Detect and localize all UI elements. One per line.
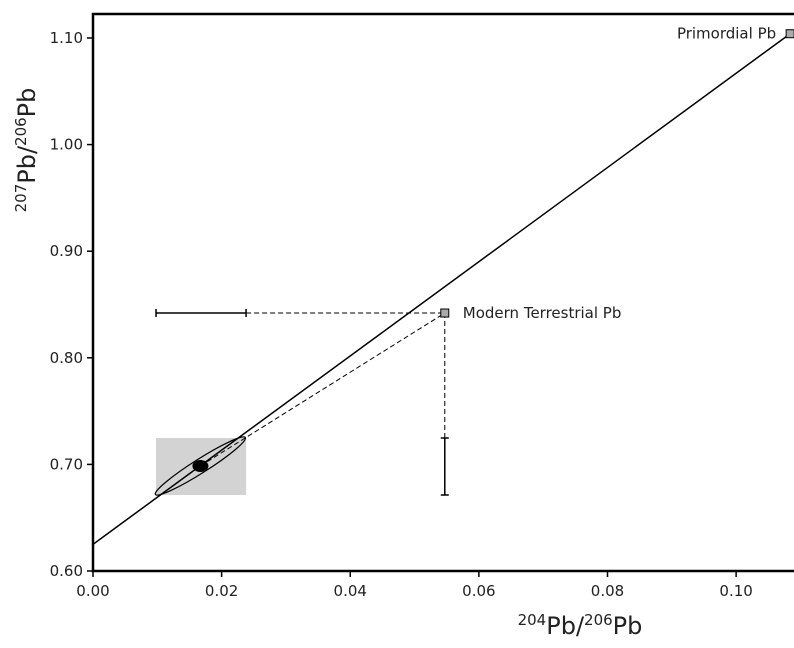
sup: 206	[12, 117, 30, 146]
x-tick-label: 0.04	[334, 582, 367, 600]
y-tick-label: 0.60	[50, 562, 83, 580]
x-tick-label: 0.10	[719, 582, 752, 600]
y-tick-label: 0.80	[50, 349, 83, 367]
sup: 204	[518, 611, 547, 629]
y-error-bar	[440, 437, 449, 496]
point-label: Primordial Pb	[677, 25, 776, 43]
x-axis-title: 204Pb/206Pb	[518, 611, 643, 640]
error-ellipse	[154, 436, 247, 496]
text: Pb	[613, 612, 643, 640]
x-tick-label: 0.02	[205, 582, 238, 600]
sample-point	[192, 459, 209, 472]
point	[785, 29, 794, 39]
sup: 207	[12, 184, 30, 213]
x-error-bar	[155, 309, 247, 318]
y-tick-label: 0.70	[50, 455, 83, 473]
dashed-guide	[200, 312, 446, 467]
y-axis-title: 207Pb/206Pb	[12, 88, 41, 213]
isochron-line	[92, 33, 791, 545]
sup: 206	[584, 611, 613, 629]
y-tick-label: 1.10	[50, 29, 83, 47]
x-tick-label: 0.00	[76, 582, 109, 600]
y-tick-label: 0.90	[50, 242, 83, 260]
text: Pb	[13, 88, 41, 118]
text: Pb/	[13, 145, 41, 184]
x-tick-label: 0.08	[591, 582, 624, 600]
text: Pb/	[546, 612, 585, 640]
x-tick-label: 0.06	[462, 582, 495, 600]
point	[440, 308, 450, 318]
plot-frame	[91, 12, 794, 573]
y-tick-label: 1.00	[50, 136, 83, 154]
point-label: Modern Terrestrial Pb	[463, 304, 622, 322]
